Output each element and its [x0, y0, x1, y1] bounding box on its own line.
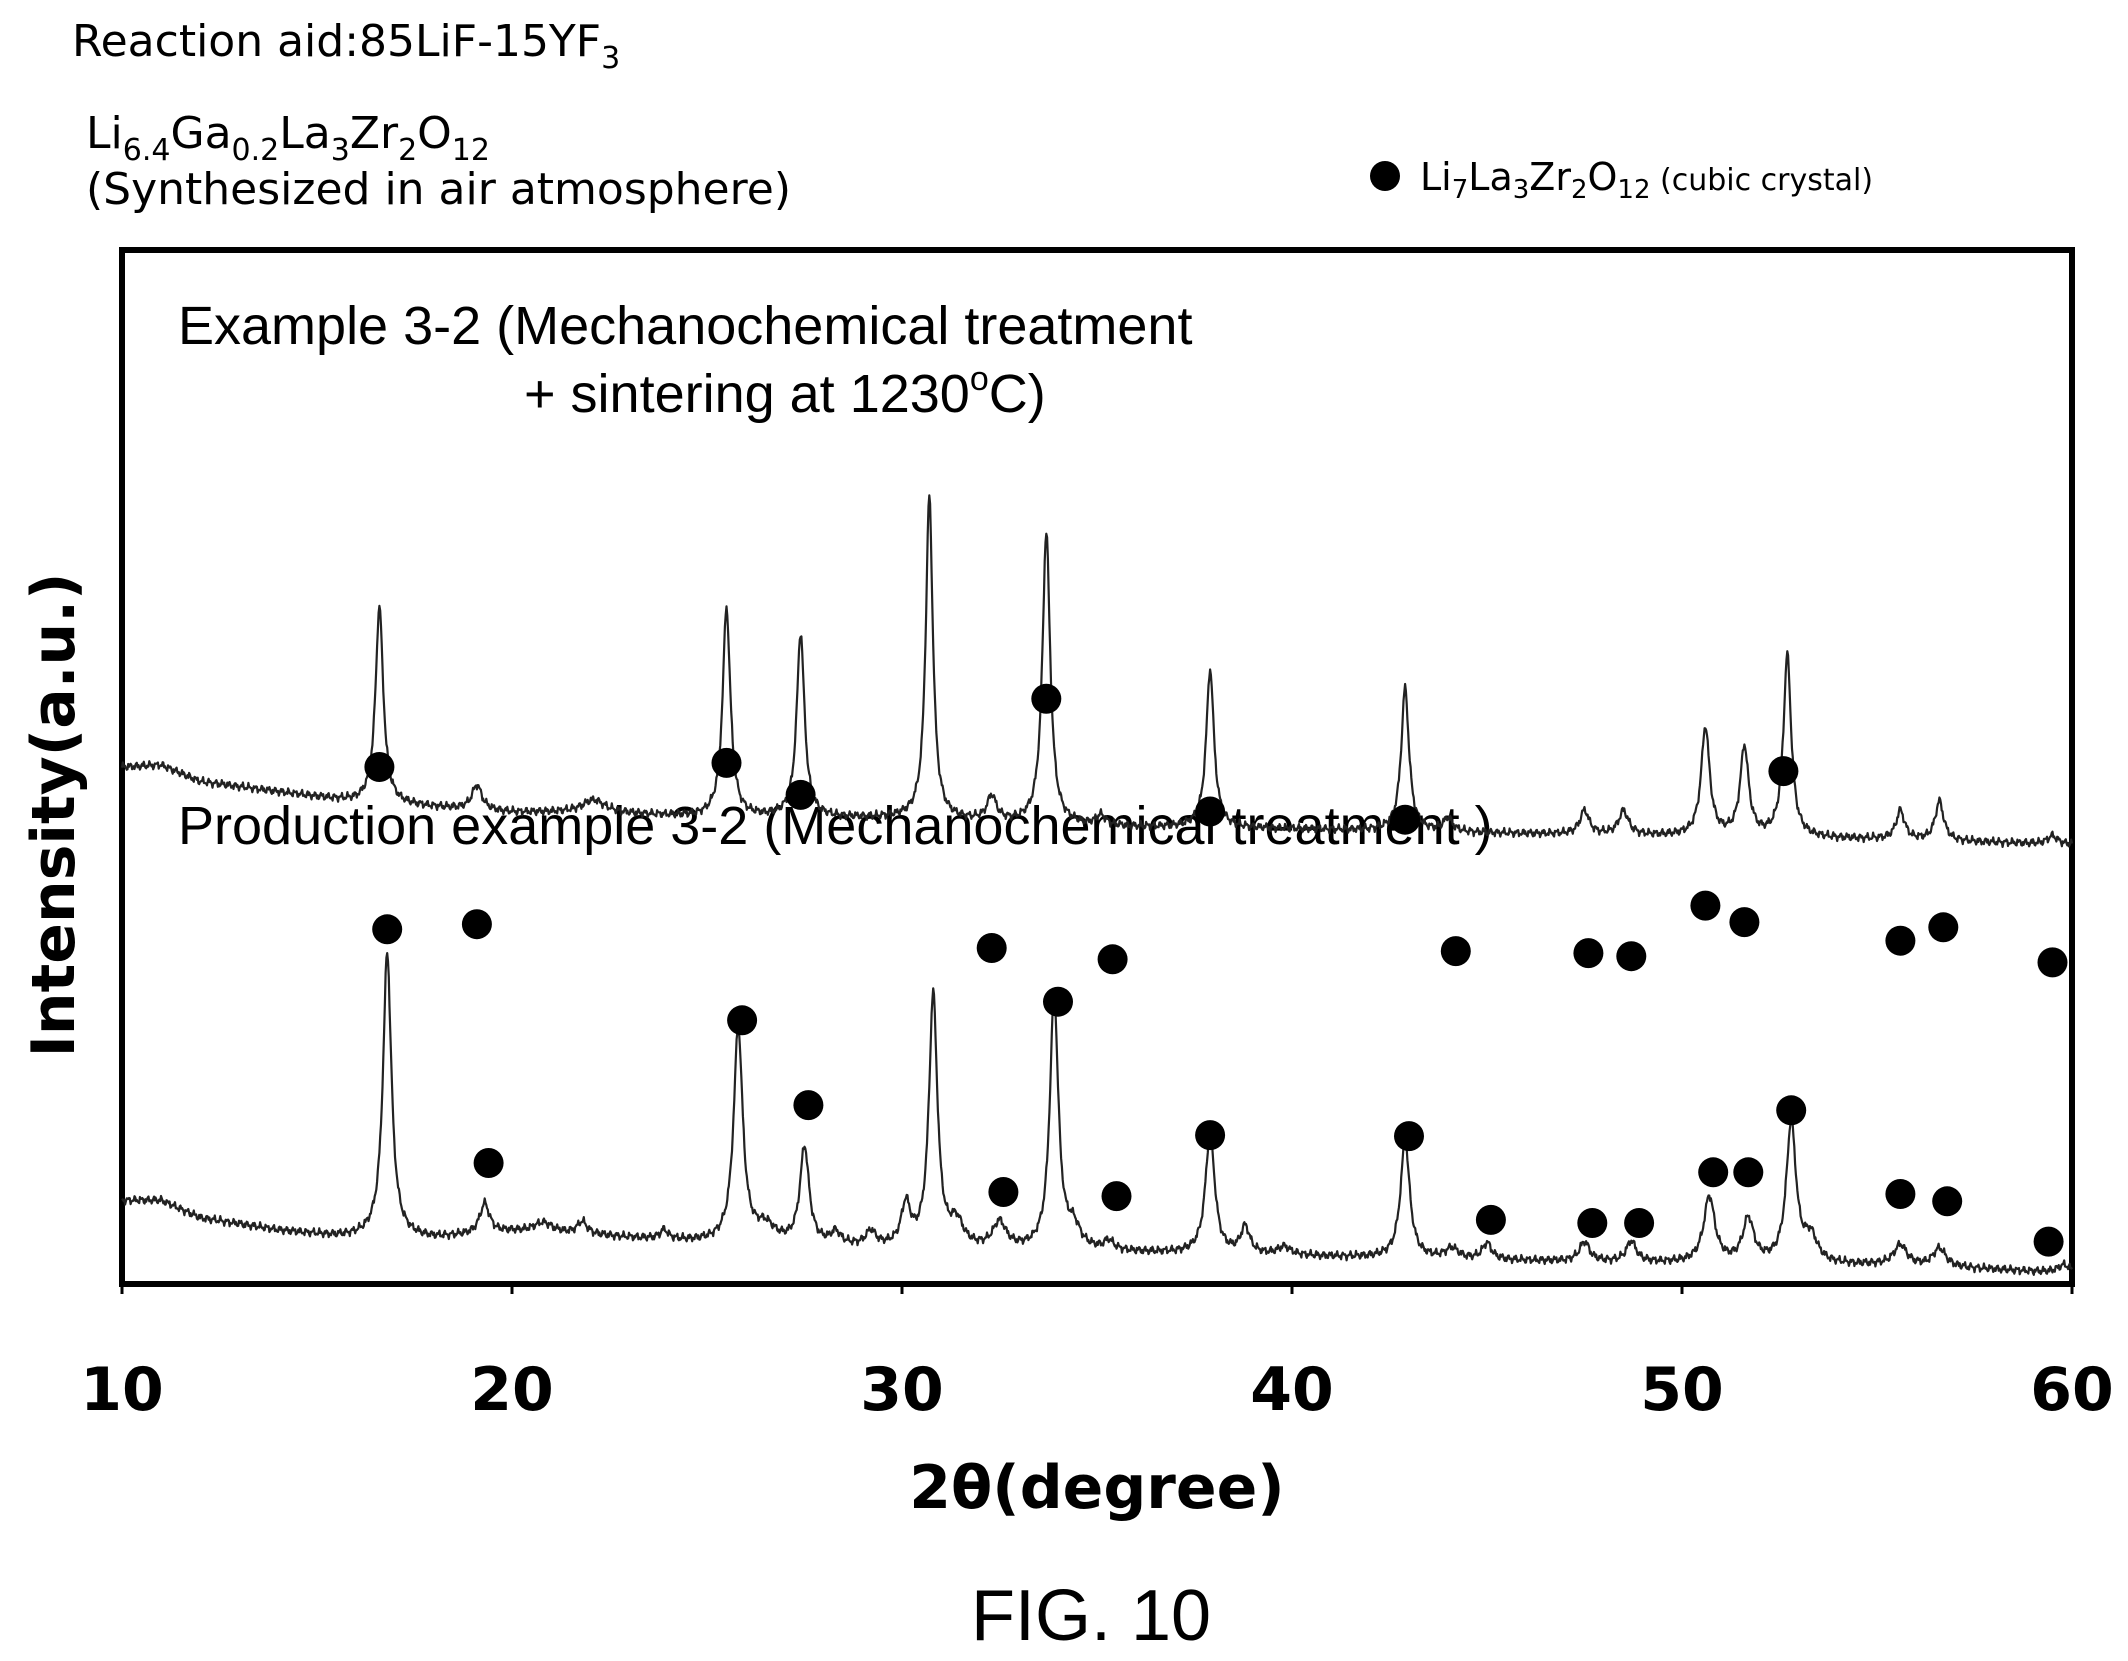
- series-2-peak-marker-16: [1885, 1179, 1916, 1209]
- synthesis-note: (Synthesized in air atmosphere): [86, 164, 791, 215]
- x-tick-label-30: 30: [860, 1355, 944, 1425]
- reaction-aid-label: Reaction aid:85LiF-15YF3: [72, 16, 620, 76]
- series-1-peak-marker-6: [1031, 683, 1062, 714]
- series-2-annotation: Production example 3-2 (Mechanochemical …: [178, 796, 1493, 856]
- series-2-peak-marker-5: [988, 1177, 1019, 1207]
- series-1-peak-marker-8: [1195, 796, 1226, 827]
- series-1-peak-marker-5: [976, 933, 1007, 963]
- series-1-peak-marker-16: [1885, 925, 1916, 956]
- series-2-xrd-trace: [121, 952, 2073, 1276]
- figure-label: FIG. 10: [971, 1576, 1211, 1656]
- series-2-peak-marker-9: [1394, 1121, 1424, 1152]
- x-tick-label-60: 60: [2030, 1355, 2114, 1425]
- series-1-peak-marker-18: [2037, 947, 2068, 978]
- series-1-annotation-line-2: + sintering at 1230oC): [524, 360, 1046, 424]
- series-2-peak-marker-3: [727, 1005, 758, 1036]
- traces-layer: [120, 494, 2074, 1276]
- x-tick-label-10: 10: [80, 1355, 164, 1425]
- series-2-peak-marker-2: [473, 1148, 504, 1178]
- series-1-annotation-line-1: Example 3-2 (Mechanochemical treatment: [178, 296, 1192, 356]
- series-2-peak-marker-1: [372, 914, 403, 945]
- markers-layer: [364, 683, 2068, 1257]
- legend-label: Li7La3Zr2O12 (cubic crystal): [1420, 155, 1873, 205]
- legend: Li7La3Zr2O12 (cubic crystal): [1370, 155, 1873, 205]
- composition-formula: Li6.4Ga0.2La3Zr2O12: [86, 108, 490, 168]
- x-axis-label: 2θ(degree): [909, 1453, 1284, 1523]
- series-1-xrd-trace: [120, 494, 2074, 848]
- series-2-peak-marker-14: [1733, 1157, 1764, 1188]
- series-2-peak-marker-12: [1624, 1208, 1655, 1238]
- series-1-peak-marker-13: [1690, 890, 1721, 921]
- series-1-peak-marker-10: [1440, 936, 1471, 967]
- series-1-peak-marker-3: [711, 747, 742, 778]
- series-1-peak-marker-12: [1616, 941, 1647, 972]
- series-1-peak-marker-14: [1729, 907, 1760, 938]
- legend-marker-dot: [1370, 161, 1400, 191]
- series-2-peak-marker-7: [1101, 1181, 1132, 1212]
- series-2-peak-marker-11: [1577, 1208, 1608, 1238]
- series-1-peak-marker-17: [1928, 912, 1959, 943]
- x-tick-label-50: 50: [1640, 1355, 1724, 1425]
- x-tick-label-40: 40: [1250, 1355, 1334, 1425]
- series-1-peak-marker-7: [1097, 944, 1128, 975]
- series-2-peak-marker-10: [1475, 1204, 1506, 1235]
- series-1-peak-marker-15: [1768, 756, 1799, 787]
- series-2-peak-marker-18: [2033, 1226, 2064, 1257]
- x-tick-label-20: 20: [470, 1355, 554, 1425]
- series-1-peak-marker-1: [364, 752, 395, 782]
- y-axis-label: Intensity(a.u.): [19, 573, 89, 1058]
- x-axis: 10 20 30 40 50 60: [80, 1284, 2114, 1425]
- series-2-peak-marker-4: [793, 1090, 824, 1121]
- series-2-peak-marker-8: [1195, 1120, 1226, 1151]
- series-1-peak-marker-9: [1390, 804, 1421, 835]
- series-2-peak-marker-6: [1043, 986, 1073, 1017]
- series-1-peak-marker-11: [1573, 938, 1604, 969]
- series-2-peak-marker-13: [1698, 1157, 1729, 1188]
- series-2-peak-marker-15: [1776, 1095, 1807, 1126]
- series-1-peak-marker-2: [461, 909, 492, 940]
- series-2-peak-marker-17: [1932, 1186, 1963, 1217]
- series-1-peak-marker-4: [785, 779, 816, 810]
